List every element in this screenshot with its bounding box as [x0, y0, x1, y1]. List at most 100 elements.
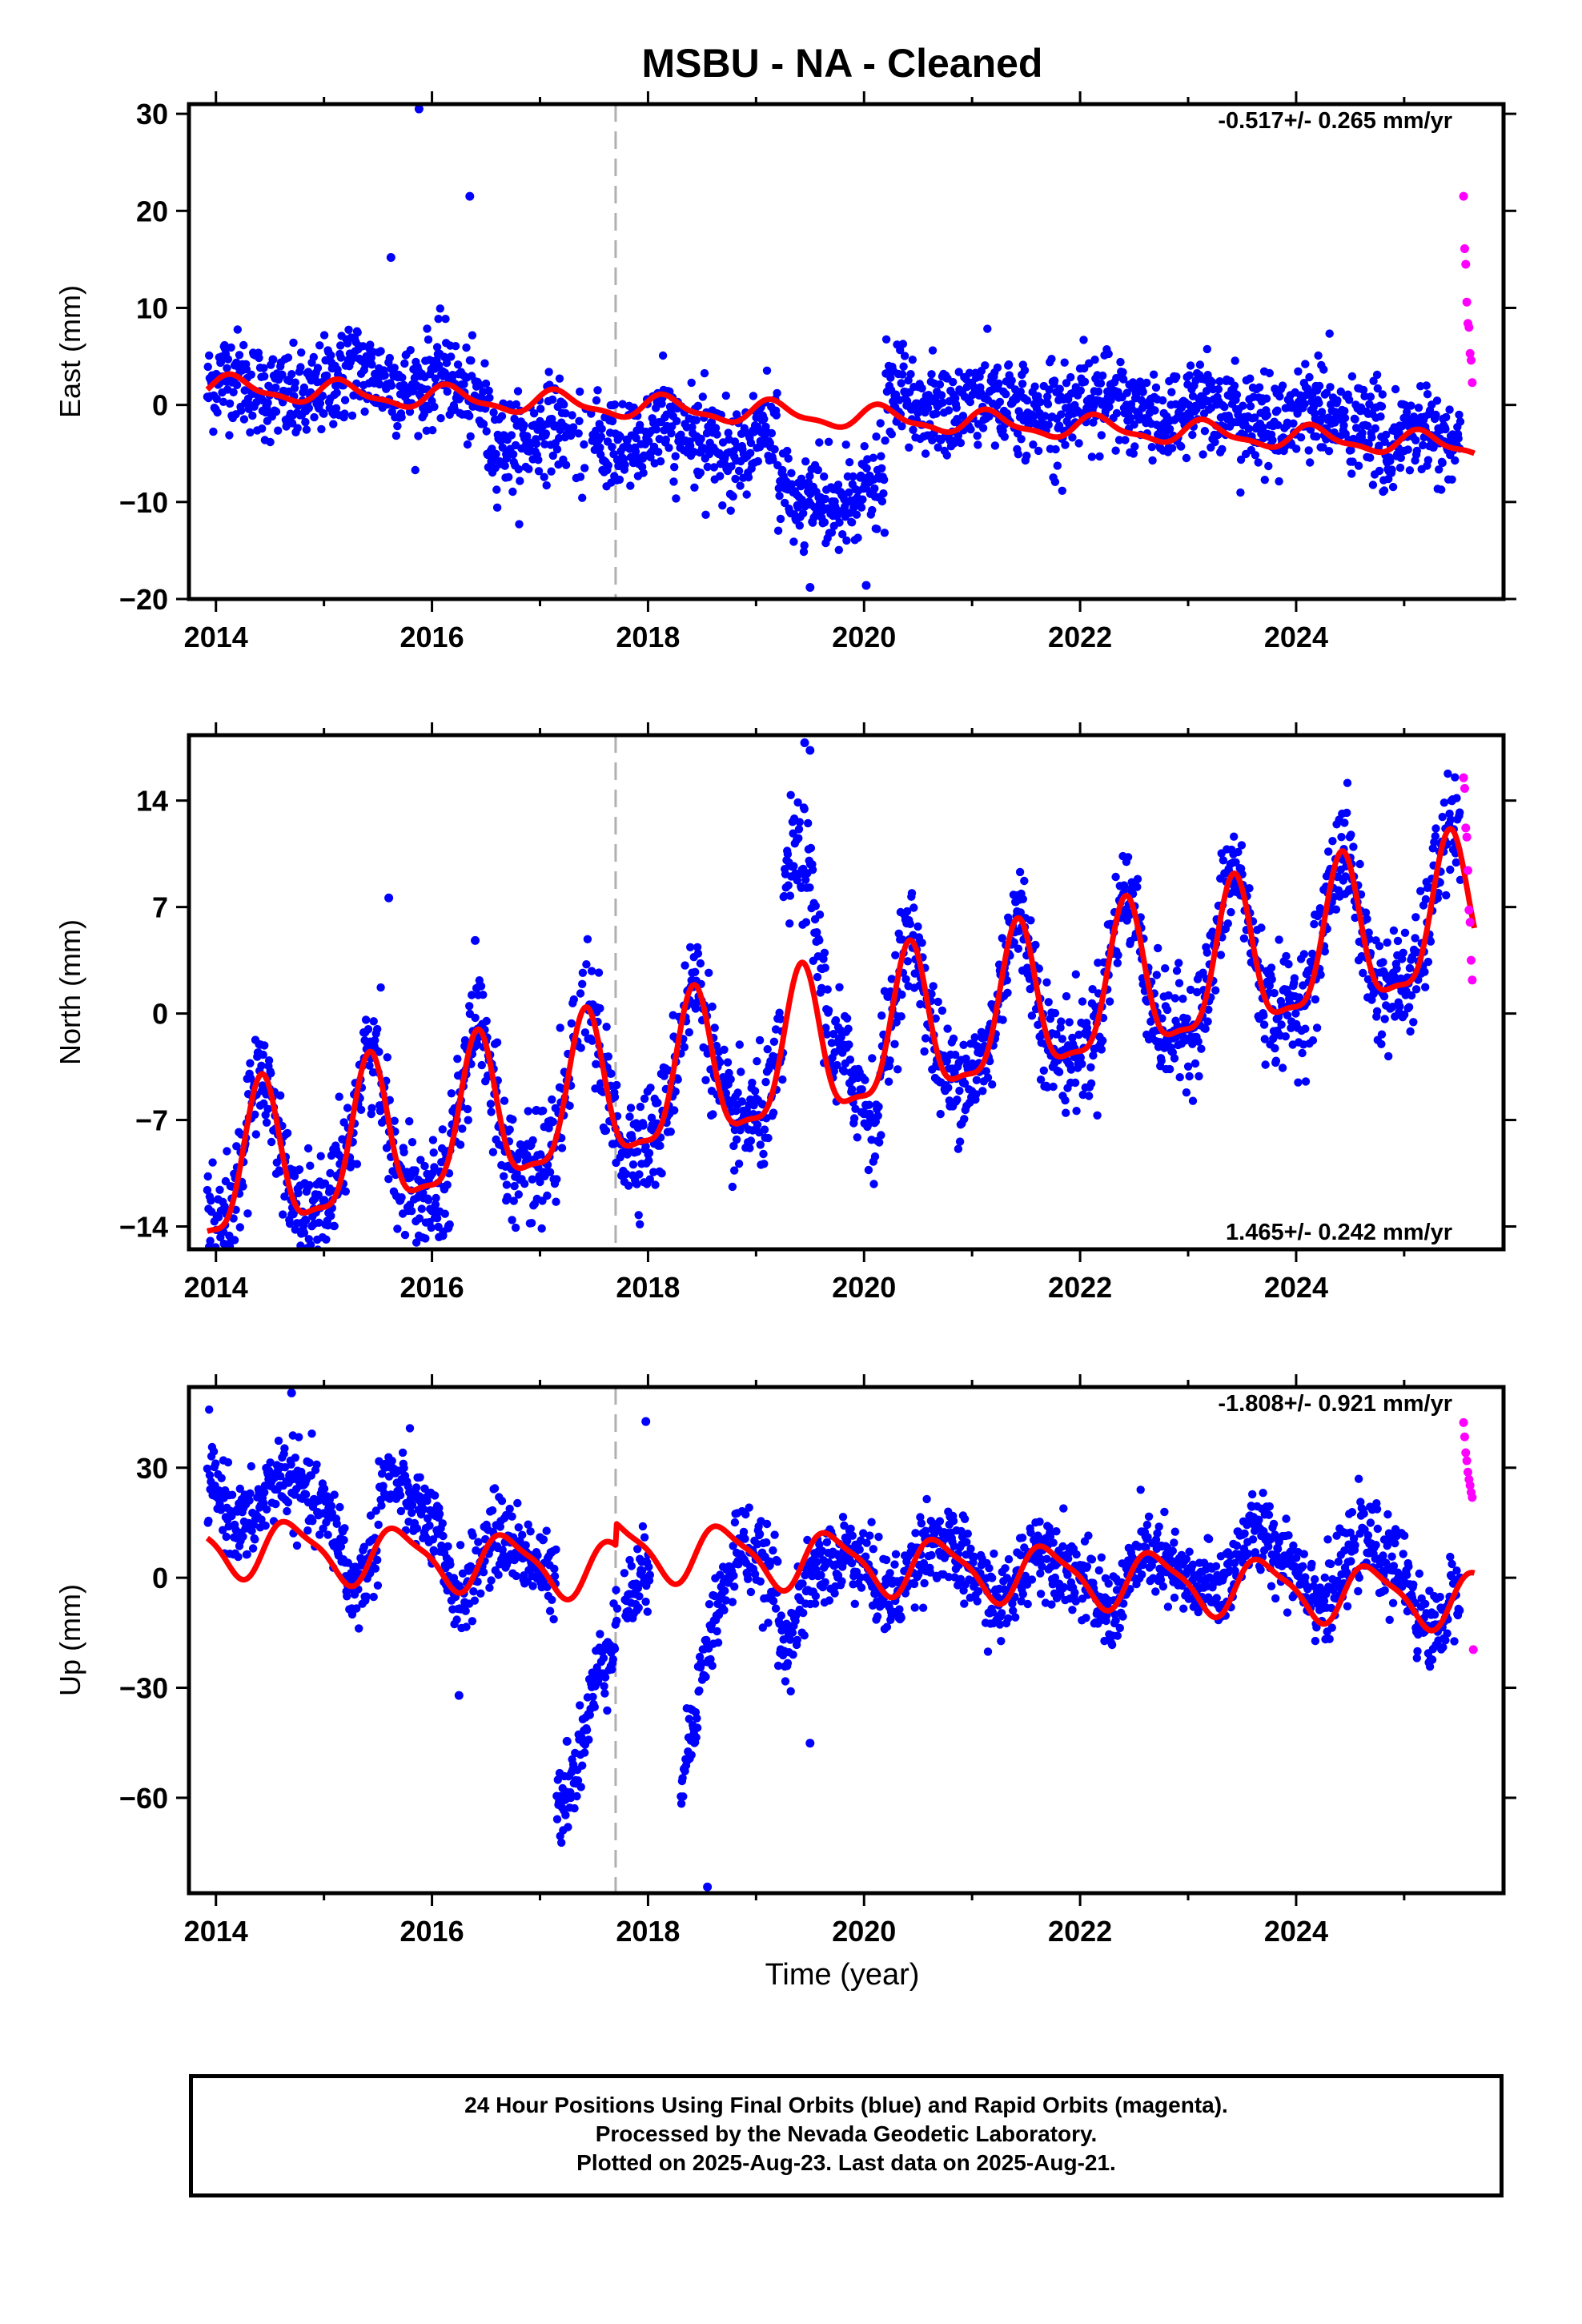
data-point — [1236, 488, 1245, 497]
data-point — [271, 407, 281, 416]
data-point — [404, 1482, 412, 1491]
data-point — [1301, 1077, 1311, 1086]
data-point — [482, 427, 491, 436]
data-point — [820, 518, 829, 527]
data-point — [1236, 455, 1246, 464]
y-tick-label: −20 — [119, 583, 168, 616]
data-point — [1118, 368, 1127, 376]
data-point — [789, 829, 797, 838]
data-point — [1259, 423, 1267, 432]
data-point — [432, 343, 442, 352]
data-point — [237, 406, 246, 415]
data-point — [1308, 1036, 1318, 1045]
data-point — [862, 464, 871, 472]
data-point — [730, 1166, 739, 1175]
data-point — [453, 360, 463, 369]
data-point — [1260, 1035, 1270, 1043]
data-point — [776, 514, 785, 524]
data-point — [384, 1175, 393, 1184]
data-point — [897, 379, 905, 388]
rapid-point — [1461, 259, 1471, 269]
data-point — [725, 1068, 733, 1078]
data-point — [1271, 1056, 1281, 1065]
data-point — [962, 1054, 970, 1063]
data-point — [443, 387, 452, 396]
data-point — [1086, 1079, 1096, 1088]
data-point — [1020, 876, 1029, 886]
data-point — [1421, 983, 1430, 991]
data-point — [942, 451, 952, 460]
data-point — [412, 1524, 422, 1533]
data-point — [596, 1003, 604, 1013]
figure-title: MSBU - NA - Cleaned — [642, 41, 1043, 86]
data-point — [1043, 400, 1053, 408]
data-point — [654, 448, 663, 456]
data-point — [1174, 979, 1184, 987]
data-point — [966, 425, 975, 434]
data-point — [513, 387, 523, 396]
data-point — [1340, 407, 1349, 416]
data-point — [808, 865, 817, 875]
data-point — [329, 420, 338, 428]
data-point — [884, 1077, 893, 1086]
data-point — [727, 462, 736, 471]
data-point — [336, 341, 345, 350]
data-point — [1423, 456, 1433, 464]
data-point — [301, 1216, 311, 1225]
data-point — [636, 1102, 645, 1112]
data-point — [1130, 442, 1139, 451]
data-point — [203, 362, 212, 372]
data-point — [1368, 480, 1378, 489]
data-point — [207, 1196, 215, 1205]
data-point — [907, 889, 917, 898]
data-point — [1089, 418, 1098, 427]
data-point — [870, 484, 879, 493]
data-point — [1057, 410, 1066, 419]
data-point — [1351, 424, 1361, 432]
data-point — [1112, 408, 1122, 418]
data-point — [1340, 818, 1349, 827]
data-point — [1086, 1063, 1095, 1072]
data-point — [1022, 396, 1032, 405]
data-point — [879, 489, 888, 498]
data-point — [1311, 995, 1320, 1004]
data-point — [412, 1483, 421, 1492]
data-point — [339, 1535, 348, 1545]
data-point — [524, 464, 533, 473]
data-point — [336, 353, 346, 362]
data-point — [534, 467, 544, 476]
data-point — [341, 1187, 350, 1196]
data-point — [868, 1054, 877, 1063]
data-point — [693, 943, 702, 952]
data-point — [656, 456, 665, 466]
data-point — [1363, 915, 1371, 923]
rapid-orbit-points — [1459, 773, 1477, 985]
data-point — [688, 423, 697, 432]
data-point — [801, 457, 810, 466]
data-point — [375, 1047, 383, 1056]
data-point — [658, 351, 668, 360]
data-point — [764, 1133, 773, 1143]
data-point — [906, 370, 915, 379]
data-point — [347, 1610, 357, 1619]
x-tick-label: 2020 — [832, 1271, 896, 1304]
data-point — [1315, 399, 1323, 408]
data-point — [632, 1180, 641, 1188]
data-point — [460, 380, 468, 388]
data-point — [1456, 808, 1464, 817]
data-point — [1061, 440, 1070, 449]
data-point — [1378, 390, 1387, 399]
data-point — [880, 475, 889, 485]
data-point — [541, 429, 551, 438]
data-point — [283, 353, 293, 362]
data-point — [849, 472, 857, 481]
data-point — [845, 458, 854, 467]
data-point — [1062, 991, 1071, 1001]
data-point — [1349, 842, 1358, 851]
data-point — [880, 529, 889, 537]
data-point — [753, 1120, 762, 1129]
data-point — [1130, 420, 1138, 429]
data-point — [326, 1168, 335, 1178]
data-point — [1423, 957, 1433, 967]
data-point — [602, 1023, 611, 1031]
